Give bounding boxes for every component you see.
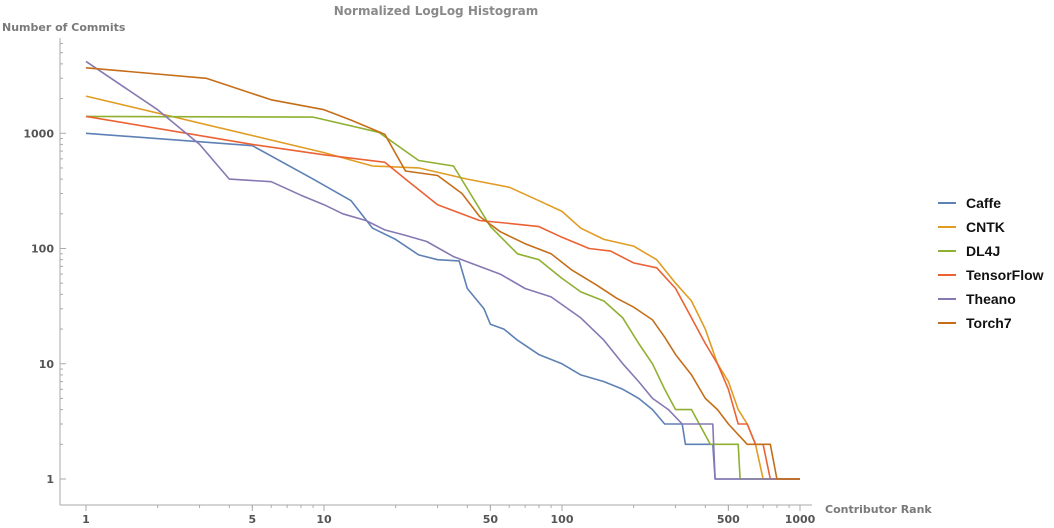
series-line-torch7 <box>85 67 800 480</box>
legend-label-theano: Theano <box>966 291 1016 307</box>
y-axis-label: Number of Commits <box>2 21 126 34</box>
legend: Caffe CNTK DL4J TensorFlow Theano Torch7 <box>938 195 1044 331</box>
legend-label-dl4j: DL4J <box>966 243 1000 259</box>
legend-label-caffe: Caffe <box>966 195 1001 211</box>
legend-label-tensorflow: TensorFlow <box>966 267 1044 283</box>
x-tick-label: 10 <box>316 513 332 526</box>
legend-label-torch7: Torch7 <box>966 315 1012 331</box>
x-axis-ticks: 1 5 10 50 100 500 1000 <box>82 505 816 526</box>
chart-title: Normalized LogLog Histogram <box>334 4 538 18</box>
y-tick-label: 1 <box>46 473 54 486</box>
x-tick-label: 500 <box>717 513 740 526</box>
x-tick-label: 1000 <box>785 513 816 526</box>
legend-label-cntk: CNTK <box>966 219 1005 235</box>
x-tick-label: 100 <box>551 513 574 526</box>
x-axis-label: Contributor Rank <box>825 503 932 516</box>
series-line-caffe <box>85 132 800 480</box>
series-line-theano <box>85 60 800 480</box>
series-line-cntk <box>85 95 800 480</box>
y-tick-label: 1000 <box>23 127 54 140</box>
series-line-dl4j <box>85 115 800 480</box>
x-tick-label: 5 <box>249 513 257 526</box>
x-tick-label: 1 <box>82 513 90 526</box>
series-lines <box>85 60 800 480</box>
y-tick-label: 100 <box>31 243 54 256</box>
y-axis-ticks: 1 10 100 1000 <box>23 43 66 486</box>
y-tick-label: 10 <box>39 358 55 371</box>
series-line-tensorflow <box>85 115 800 480</box>
x-tick-label: 50 <box>483 513 499 526</box>
